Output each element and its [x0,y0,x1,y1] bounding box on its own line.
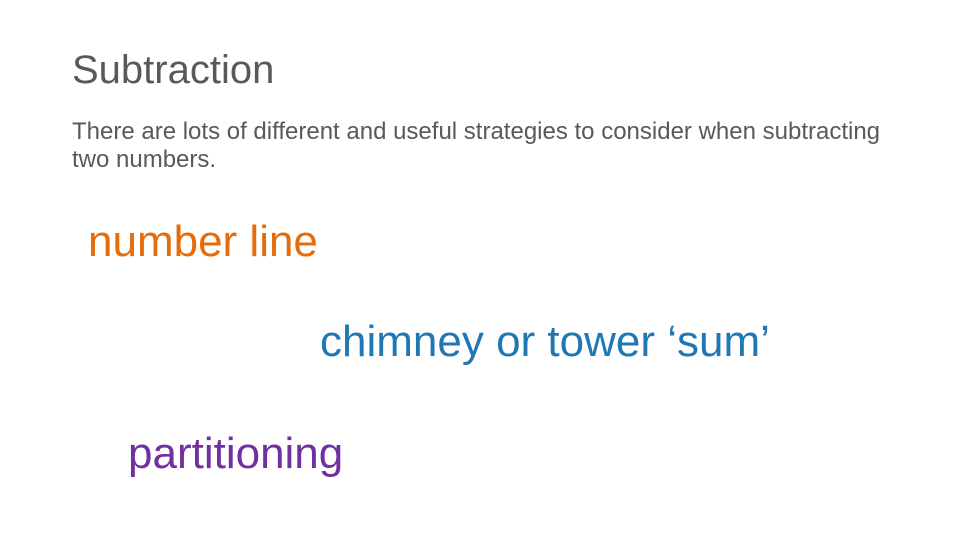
strategy-number-line: number line [88,218,318,266]
strategy-partitioning: partitioning [128,430,343,478]
slide-title: Subtraction [72,48,274,92]
strategy-chimney-tower-sum: chimney or tower ‘sum’ [320,318,770,366]
slide: Subtraction There are lots of different … [0,0,960,540]
slide-subtitle: There are lots of different and useful s… [72,118,892,175]
